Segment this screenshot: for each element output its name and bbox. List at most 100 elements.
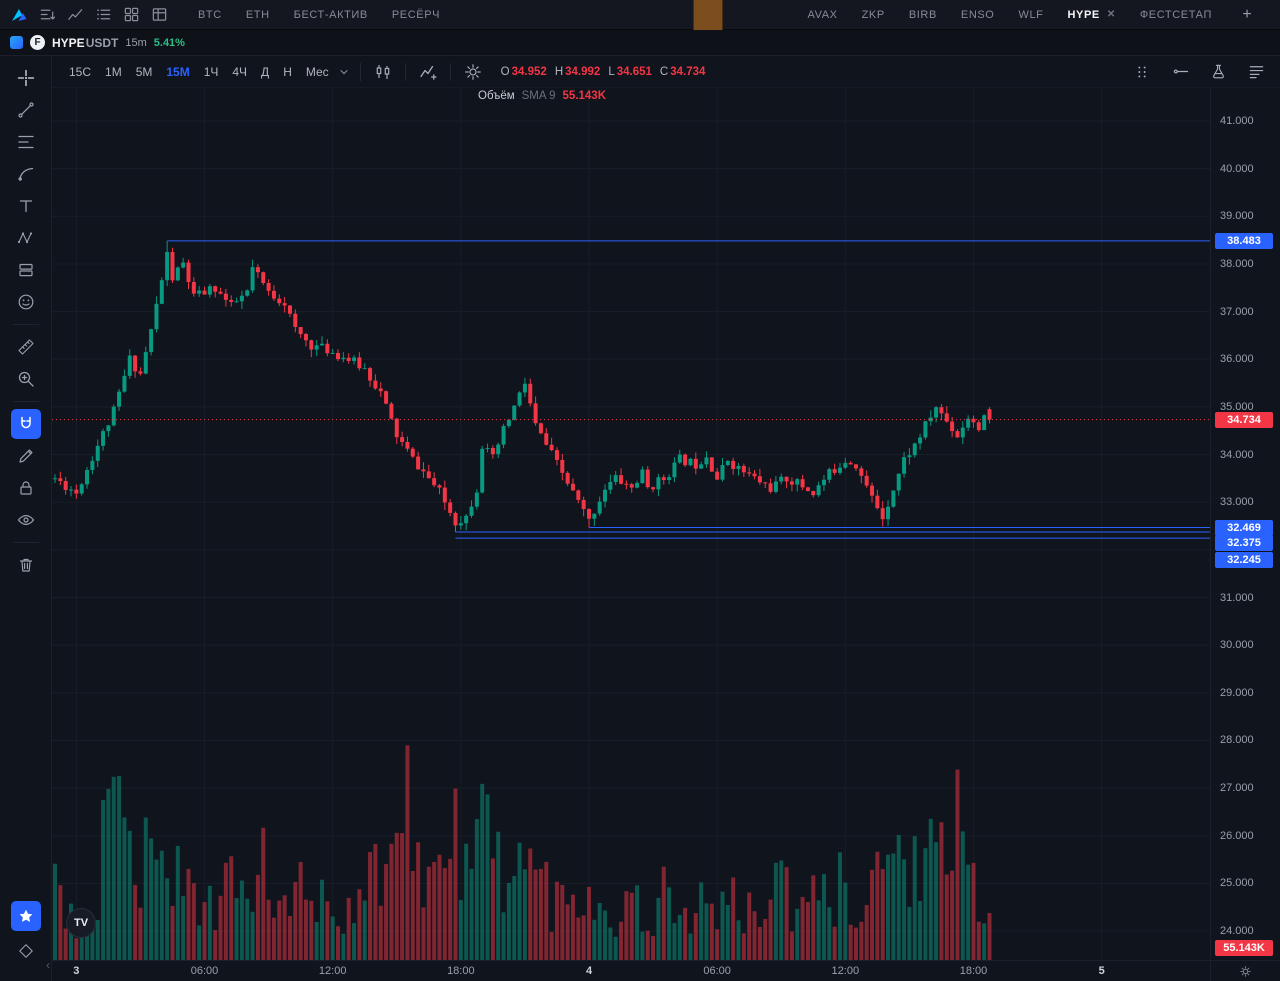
brush-icon[interactable]	[8, 158, 44, 190]
trend-line-icon[interactable]	[8, 94, 44, 126]
volume-value: 55.143K	[562, 90, 607, 102]
price-tick: 38.000	[1220, 257, 1254, 270]
scale-settings-icon[interactable]	[1210, 961, 1280, 981]
tab-birb[interactable]: BIRB	[908, 8, 937, 21]
chart-toolbar: 15С 1М 5М 15М 1Ч 4Ч Д Н Мес O 34.952 H 34.…	[52, 56, 1280, 88]
tradingview-logo[interactable]: TV	[66, 908, 96, 938]
open-label: O	[500, 65, 510, 78]
tab-hype-active[interactable]: HYPE ✕	[1056, 0, 1128, 29]
chart-type-candles-icon[interactable]	[369, 59, 397, 85]
flask-icon[interactable]	[1204, 59, 1232, 85]
price-tick: 37.000	[1220, 305, 1254, 318]
magnet-icon[interactable]	[10, 409, 41, 439]
volume-value-badge: 55.143K	[1215, 940, 1273, 956]
tab-eth[interactable]: ETH	[245, 8, 270, 21]
time-tick: 18:00	[447, 965, 475, 977]
lock-icon[interactable]	[8, 472, 44, 504]
tab-thumbnail[interactable]	[693, 0, 724, 30]
interval-1mo[interactable]: Мес	[305, 64, 329, 79]
tab-btc[interactable]: BTC	[198, 8, 222, 21]
app-logo-icon[interactable]	[6, 4, 32, 26]
interval-15m[interactable]: 15М	[166, 64, 190, 79]
price-tick: 31.000	[1220, 591, 1254, 604]
time-tick: 18:00	[959, 965, 988, 977]
price-tick: 28.000	[1220, 734, 1254, 747]
interval-1w[interactable]: Н	[283, 64, 292, 79]
tab-hype-label: HYPE	[1067, 8, 1100, 21]
sort-list-icon[interactable]	[34, 3, 60, 27]
tab-festsetup[interactable]: ФЕСТСЕТАП	[1139, 8, 1212, 21]
edit-pencil-icon[interactable]	[8, 440, 44, 472]
add-tab-button[interactable]: +	[1242, 5, 1252, 23]
price-scale[interactable]: 41.000 40.000 39.000 38.000 37.000 36.000 35.0…	[1210, 88, 1280, 960]
high-label: H	[554, 65, 564, 78]
toolbar-divider	[359, 62, 361, 81]
close-tab-icon[interactable]: ✕	[1106, 9, 1116, 20]
time-tick: 4	[585, 965, 593, 977]
settings-gear-icon[interactable]	[459, 59, 487, 85]
interval-1m[interactable]: 1М	[105, 64, 122, 79]
time-scale-row: 3 06:00 12:00 18:00 4 06:00 12:00 18:00 5	[52, 960, 1280, 981]
emoji-icon[interactable]	[8, 286, 44, 318]
tab-enso[interactable]: ENSO	[960, 8, 995, 21]
tab-zkp[interactable]: ZKP	[861, 8, 885, 21]
interval-5m[interactable]: 5М	[135, 64, 153, 79]
high-value: 34.992	[565, 65, 601, 78]
interval-4h[interactable]: 4Ч	[232, 64, 248, 79]
tab-research[interactable]: РЕСЁРЧ	[391, 8, 441, 21]
symbol-change: 5.41%	[153, 36, 185, 49]
volume-legend[interactable]: Объём SMA 9 55.143K	[478, 90, 606, 102]
tab-wlf[interactable]: WLF	[1018, 8, 1044, 21]
favorites-star-icon[interactable]	[10, 901, 41, 931]
chevron-down-icon[interactable]	[338, 66, 350, 78]
object-tree-rows-icon[interactable]	[1242, 59, 1270, 85]
top-tab-bar: BTC ETH БЕСТ-АКТИВ РЕСЁРЧ AVAX ZKP BIRB …	[0, 0, 1280, 30]
indicators-icon[interactable]	[414, 59, 442, 85]
close-value: 34.734	[670, 65, 706, 78]
crosshair-icon[interactable]	[8, 62, 44, 94]
left-tabs: BTC ETH БЕСТ-АКТИВ РЕСЁРЧ	[186, 0, 452, 29]
xabcd-pattern-icon[interactable]	[8, 222, 44, 254]
zoom-in-icon[interactable]	[8, 363, 44, 395]
drawing-toolbar: ‹	[0, 56, 52, 981]
ohlc-readout: O 34.952 H 34.992 L 34.651 C 34.734	[501, 66, 706, 78]
price-label-badge: 32.245	[1215, 552, 1273, 569]
collapse-sidebar-chevron-icon[interactable]: ‹	[46, 958, 50, 972]
time-tick: 3	[73, 965, 80, 977]
low-label: L	[608, 65, 615, 78]
grid-layout-icon[interactable]	[118, 3, 144, 27]
toolbar-right-icons	[1128, 59, 1270, 85]
dots-grid-icon[interactable]	[1128, 59, 1156, 85]
chart-pane[interactable]: Объём SMA 9 55.143K TV	[52, 88, 1210, 960]
time-tick: 06:00	[703, 965, 731, 977]
fib-retracement-icon[interactable]	[8, 126, 44, 158]
shapes-diamond-icon[interactable]	[8, 935, 44, 967]
candlestick-chart[interactable]	[52, 88, 1210, 960]
price-tick: 25.000	[1220, 877, 1254, 890]
eye-icon[interactable]	[8, 504, 44, 536]
symbol-base[interactable]: HYPE	[52, 35, 85, 50]
trash-icon[interactable]	[8, 549, 44, 581]
table-icon[interactable]	[146, 3, 172, 27]
price-label-badge: 34.734	[1215, 411, 1273, 428]
text-tool-icon[interactable]	[8, 190, 44, 222]
interval-1h[interactable]: 1Ч	[203, 64, 219, 79]
price-tick: 41.000	[1220, 115, 1254, 127]
line-chart-icon[interactable]	[62, 3, 88, 27]
price-label-badge: 32.469	[1215, 519, 1273, 536]
interval-15s[interactable]: 15С	[69, 64, 92, 79]
long-position-icon[interactable]	[8, 254, 44, 286]
sidebar-divider	[12, 542, 39, 543]
tab-avax[interactable]: AVAX	[807, 8, 838, 21]
symbol-flag-icon[interactable]	[10, 36, 23, 49]
interval-1d[interactable]: Д	[261, 64, 270, 79]
time-tick: 12:00	[318, 965, 347, 977]
horizontal-ray-icon[interactable]	[1166, 59, 1194, 85]
measure-ruler-icon[interactable]	[8, 331, 44, 363]
list-icon[interactable]	[90, 3, 116, 27]
tab-best-aktiv[interactable]: БЕСТ-АКТИВ	[293, 8, 368, 21]
toolbar-divider	[404, 62, 406, 81]
symbol-interval: 15m	[125, 36, 147, 49]
time-scale[interactable]: 3 06:00 12:00 18:00 4 06:00 12:00 18:00 5	[52, 961, 1210, 981]
